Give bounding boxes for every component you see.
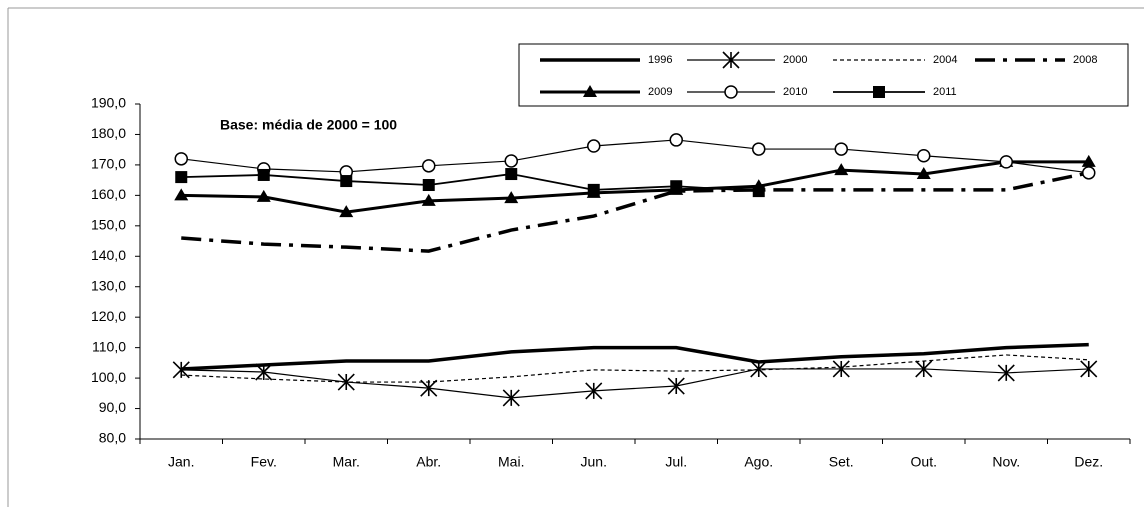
marker	[585, 382, 603, 400]
series-line	[181, 139, 1089, 174]
series-line	[181, 171, 1090, 253]
series-line	[181, 342, 1089, 371]
marker	[422, 159, 436, 173]
marker	[587, 139, 601, 153]
marker	[256, 189, 271, 202]
x-tick-label: Out.	[911, 454, 937, 470]
y-tick-label: 80,0	[99, 430, 126, 446]
x-tick-label: Set.	[829, 454, 854, 470]
x-tick-label: Jun.	[581, 454, 607, 470]
marker	[916, 167, 931, 180]
marker	[420, 379, 438, 397]
marker	[340, 175, 353, 188]
legend-box	[518, 43, 1129, 107]
y-tick-label: 180,0	[91, 125, 126, 141]
legend-label: 1996	[648, 54, 672, 66]
marker	[1082, 166, 1096, 180]
x-tick-label: Dez.	[1074, 454, 1103, 470]
y-tick-label: 120,0	[91, 308, 126, 324]
marker	[337, 373, 355, 391]
marker	[587, 183, 600, 196]
series-line	[181, 354, 1089, 383]
marker	[669, 133, 683, 147]
marker	[873, 86, 885, 98]
marker	[257, 168, 270, 181]
series-line	[181, 160, 1089, 214]
marker	[750, 360, 768, 378]
marker	[1080, 360, 1098, 378]
marker	[175, 171, 188, 184]
x-tick-label: Abr.	[416, 454, 441, 470]
series-line	[181, 173, 759, 192]
y-tick-label: 110,0	[92, 338, 126, 354]
marker	[834, 163, 849, 176]
marker	[832, 360, 850, 378]
marker	[834, 142, 848, 156]
marker	[505, 168, 518, 181]
marker	[917, 149, 931, 163]
x-tick-label: Ago.	[744, 454, 773, 470]
x-tick-label: Mar.	[333, 454, 360, 470]
y-tick-label: 130,0	[91, 277, 126, 293]
marker	[999, 155, 1013, 169]
marker	[504, 191, 519, 204]
legend-label: 2010	[783, 86, 807, 98]
y-tick-label: 170,0	[91, 156, 126, 172]
marker	[502, 389, 520, 407]
marker	[255, 363, 273, 381]
x-tick-label: Fev.	[251, 454, 277, 470]
y-tick-label: 90,0	[99, 399, 126, 415]
y-tick-label: 150,0	[91, 217, 126, 233]
y-tick-label: 160,0	[91, 186, 126, 202]
marker	[583, 85, 597, 97]
y-tick-label: 190,0	[91, 95, 126, 111]
legend-label: 2008	[1073, 54, 1097, 66]
marker	[724, 85, 738, 99]
legend-label: 2000	[783, 54, 807, 66]
marker	[339, 205, 354, 218]
x-tick-label: Jan.	[168, 454, 194, 470]
marker	[915, 360, 933, 378]
marker	[667, 377, 685, 395]
marker	[1081, 154, 1096, 167]
series-line	[181, 368, 1089, 399]
legend-label: 2009	[648, 86, 672, 98]
legend-label: 2011	[933, 86, 957, 98]
marker	[504, 154, 518, 168]
annotation: Base: média de 2000 = 100	[220, 117, 397, 133]
marker	[997, 364, 1015, 382]
x-tick-label: Jul.	[665, 454, 687, 470]
marker	[174, 188, 189, 201]
marker	[722, 51, 740, 69]
marker	[752, 185, 765, 198]
marker	[752, 142, 766, 156]
x-tick-label: Mai.	[498, 454, 524, 470]
marker	[174, 152, 188, 166]
x-tick-label: Nov.	[992, 454, 1020, 470]
marker	[421, 193, 436, 206]
y-tick-label: 100,0	[91, 369, 126, 385]
marker	[670, 180, 683, 193]
y-tick-label: 140,0	[91, 247, 126, 263]
marker	[422, 179, 435, 192]
legend-label: 2004	[933, 54, 957, 66]
